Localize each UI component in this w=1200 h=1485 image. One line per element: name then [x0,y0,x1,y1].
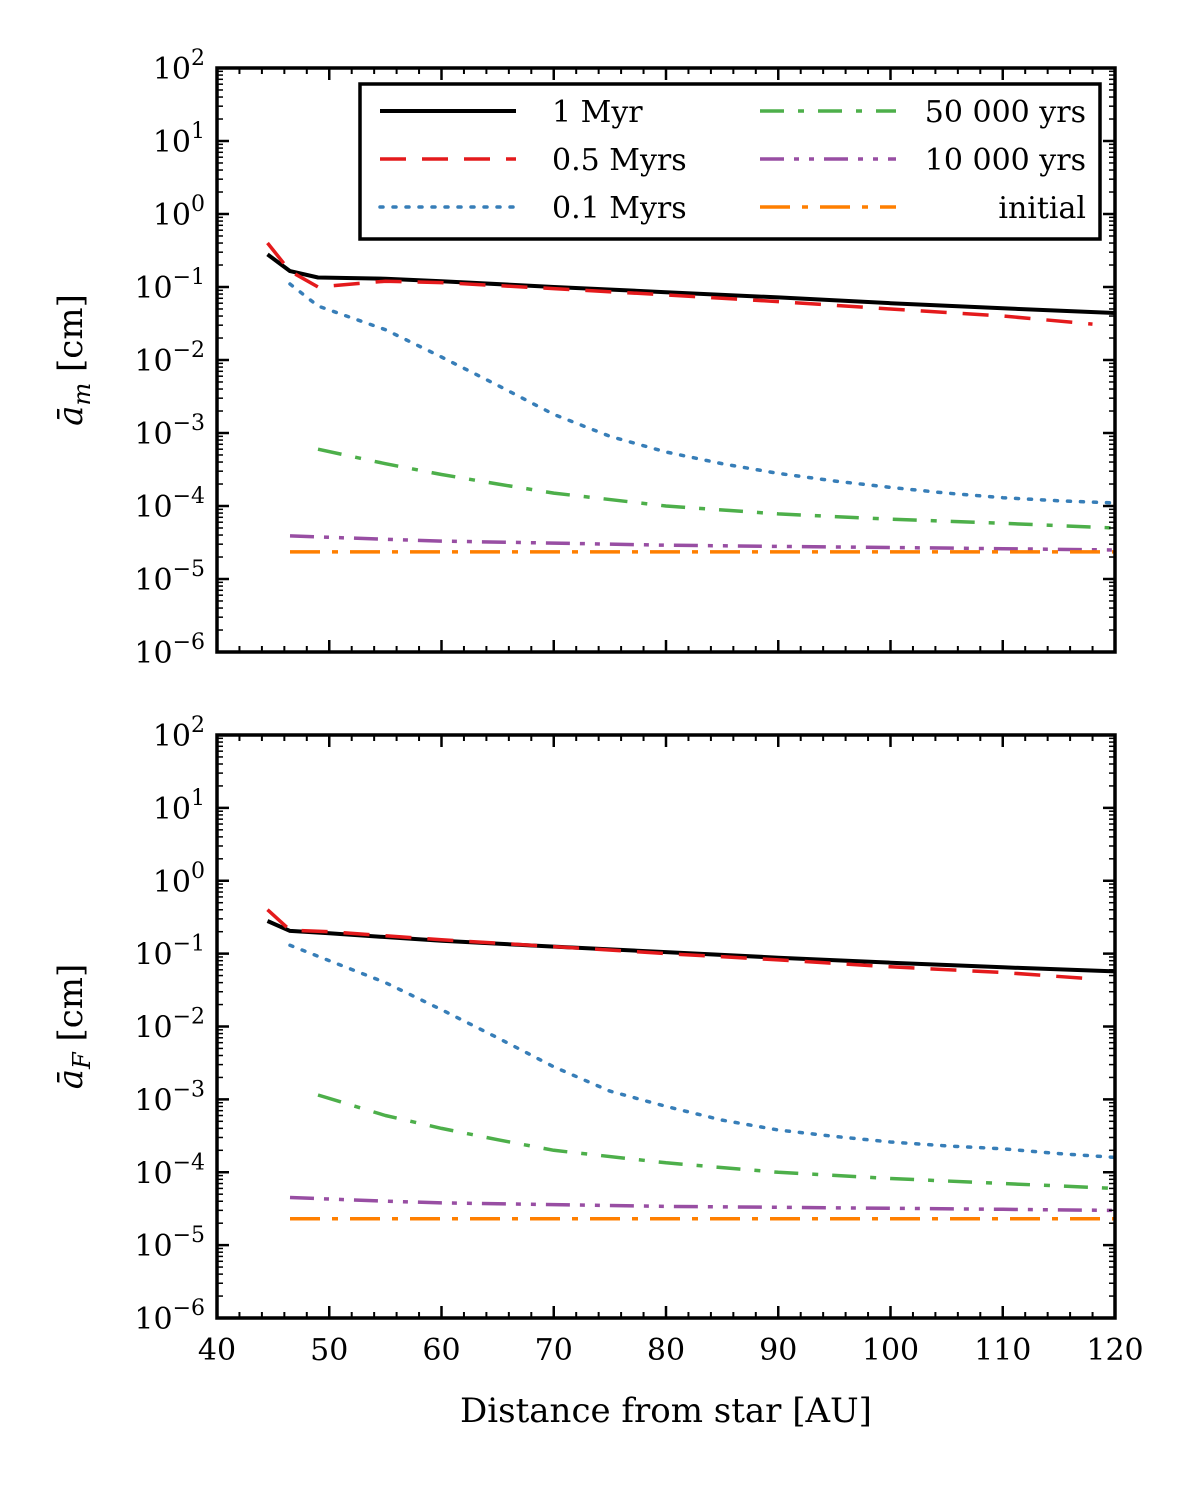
ticks: 40 50 60 70 80 90 100 110 120 10−6 10−5 10−4 10−3 10−… [134,713,1143,1368]
x-tick-label: 70 [535,1333,573,1368]
y-tick-label: 100 [153,859,205,900]
series-line-1-myr [266,252,1115,315]
y-tick-label: 10−4 [134,1150,205,1191]
y-tick-label: 10−2 [134,1005,205,1046]
x-tick-label: 40 [198,1333,236,1368]
y-tick-label: 101 [153,786,205,827]
y-tick-label: 10−1 [134,932,205,973]
y-axis-label: ām [cm] [51,294,96,426]
y-tick-label: 10−6 [134,630,205,671]
series-line-0-1-myrs [288,943,1115,1160]
x-tick-label: 100 [862,1333,919,1368]
y-tick-label: 10−5 [134,557,205,598]
top-panel: 10−6 10−5 10−4 10−3 10−2 10−1 100 101 102 ām [cm]… [51,46,1117,671]
legend: 1 Myr 0.5 Myrs 0.1 Myrs 50 000 yrs 10 000 yr… [358,82,1102,241]
axes-frame [215,733,1117,1320]
series-group [266,241,1115,554]
y-tick-label: 10−4 [134,484,205,525]
series-line-0-5-myrs [266,241,1093,326]
y-tick-label: 10−3 [134,1077,205,1118]
legend-label: 0.5 Myrs [552,143,687,178]
legend-label: initial [998,191,1086,226]
series-group [266,908,1115,1221]
y-tick-label: 10−6 [134,1296,205,1337]
legend-label: 1 Myr [552,95,643,130]
x-tick-label: 90 [759,1333,797,1368]
axes-frame [215,66,1117,654]
legend-label: 0.1 Myrs [552,191,687,226]
y-tick-label: 100 [153,192,205,233]
series-line-0-5-myrs [266,908,1093,981]
y-tick-label: 10−3 [134,411,205,452]
y-tick-label: 10−2 [134,338,205,379]
y-tick-label: 10−1 [134,265,205,306]
series-line-50-000-yrs [317,447,1115,530]
y-tick-label: 101 [153,119,205,160]
x-tick-label: 110 [974,1333,1031,1368]
series-line-10-000-yrs [289,1195,1115,1213]
bottom-panel: 40 50 60 70 80 90 100 110 120 10−6 10−5 10−4 10−3 10−… [51,713,1144,1431]
series-line-50-000-yrs [317,1093,1115,1191]
y-tick-label: 102 [153,46,205,87]
x-tick-label: 80 [647,1333,685,1368]
x-tick-label: 60 [422,1333,460,1368]
x-tick-label: 50 [310,1333,348,1368]
legend-label: 50 000 yrs [925,95,1086,130]
y-tick-label: 102 [153,713,205,754]
series-line-10-000-yrs [289,534,1115,552]
x-tick-label: 120 [1086,1333,1143,1368]
series-line-1-myr [266,919,1115,974]
y-axis-label: āF [cm] [51,964,96,1090]
legend-label: 10 000 yrs [925,143,1086,178]
x-axis-label: Distance from star [AU] [460,1391,872,1431]
ticks: 10−6 10−5 10−4 10−3 10−2 10−1 100 101 102 [134,46,1117,671]
series-line-0-1-myrs [288,282,1115,505]
y-tick-label: 10−5 [134,1223,205,1264]
